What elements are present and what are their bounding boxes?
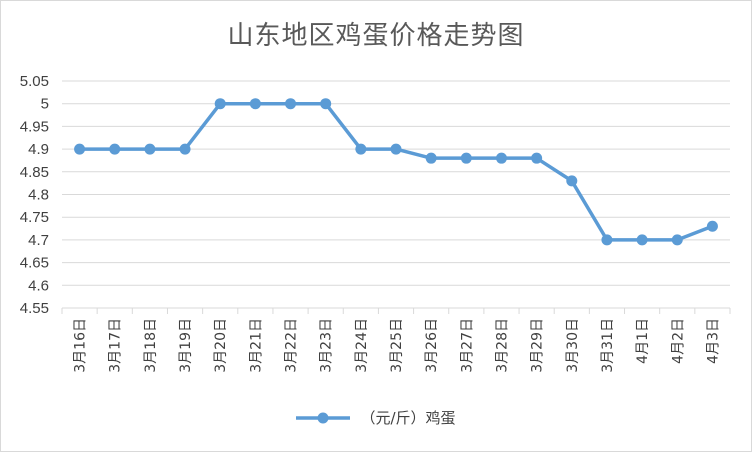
x-tick-label: 3月27日 [459,318,475,373]
x-tick-label: 3月30日 [565,318,581,373]
data-point [179,143,191,155]
x-tick-label: 3月28日 [494,318,510,373]
x-tick-label: 3月21日 [248,318,264,373]
data-point [285,98,297,110]
x-tick-label: 3月19日 [178,318,194,373]
y-tick-label: 5.05 [20,73,49,90]
data-point [460,152,472,164]
data-point [531,152,543,164]
y-tick-label: 4.55 [20,300,49,317]
y-tick-label: 4.85 [20,164,49,181]
data-point [109,143,121,155]
y-tick-label: 4.7 [28,232,49,249]
x-tick-label: 3月18日 [143,318,159,373]
data-point [249,98,261,110]
x-tick-label: 4月1日 [635,318,651,364]
y-tick-label: 4.65 [20,255,49,272]
x-tick-label: 3月29日 [530,318,546,373]
data-point [566,175,578,187]
line-chart: 4.55 4.6 4.65 4.7 4.75 4.8 4.85 4.9 4.95 5 5.05 3月1… [20,73,731,373]
chart-title: 山东地区鸡蛋价格走势图 [227,21,525,51]
y-tick-label: 4.6 [28,277,49,294]
legend: （元/斤）鸡蛋 [1,407,751,428]
data-point [706,220,718,232]
data-point [355,143,367,155]
data-point [214,98,226,110]
x-tick-label: 3月16日 [73,318,89,373]
legend-label: （元/斤）鸡蛋 [360,409,456,427]
x-tick-label: 3月20日 [213,318,229,373]
y-tick-label: 4.8 [28,187,49,204]
data-point [74,143,86,155]
x-tick-label: 3月31日 [600,318,616,373]
data-point [144,143,156,155]
data-point [425,152,437,164]
data-point [495,152,507,164]
legend-marker [296,412,351,423]
y-tick-label: 4.95 [20,118,49,135]
y-tick-label: 5 [41,96,49,113]
data-point [390,143,402,155]
y-tick-label: 4.9 [28,141,49,158]
data-point [320,98,332,110]
data-point [636,234,648,246]
x-tick-label: 4月3日 [705,318,721,364]
y-tick-label: 4.75 [20,209,49,226]
x-tick-label: 3月24日 [354,318,370,373]
x-tick-label: 3月17日 [108,318,124,373]
x-tick-label: 3月25日 [389,318,405,373]
data-point [601,234,613,246]
x-tick-label: 3月22日 [284,318,300,373]
x-tick-label: 3月26日 [424,318,440,373]
data-point [671,234,683,246]
x-tick-label: 3月23日 [319,318,335,373]
x-tick-label: 4月2日 [670,318,686,364]
